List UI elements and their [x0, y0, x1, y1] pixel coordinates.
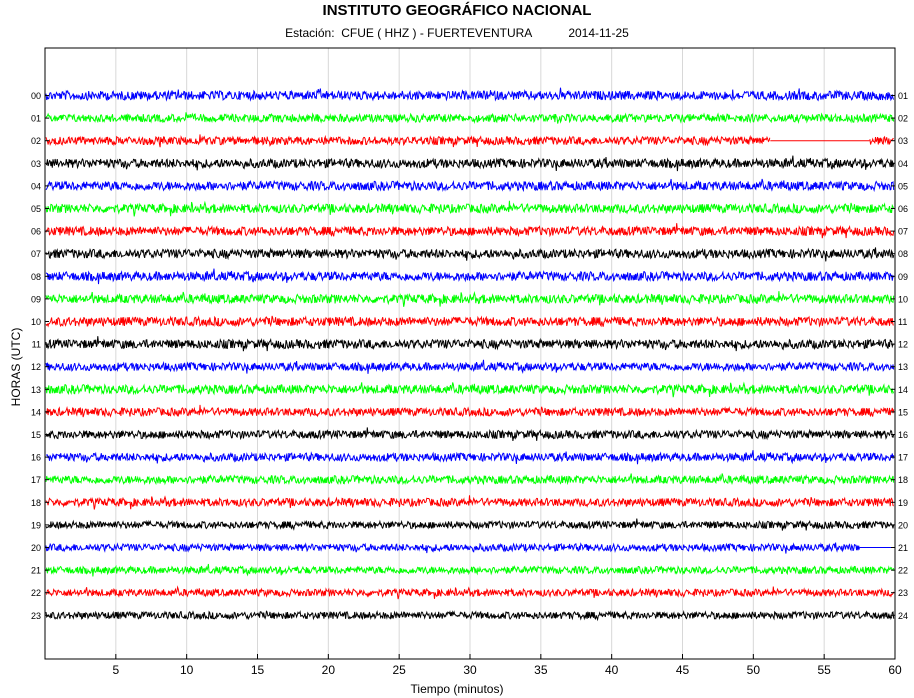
trace-hour-00	[45, 87, 895, 102]
trace-hour-16	[45, 450, 895, 465]
x-tick-label: 25	[392, 663, 406, 677]
y-tick-label-right: 21	[898, 543, 908, 553]
trace-hour-08	[45, 268, 895, 285]
x-tick-label: 40	[605, 663, 619, 677]
y-tick-label-left: 10	[31, 317, 41, 327]
y-tick-label-right: 14	[898, 385, 908, 395]
x-tick-label: 60	[888, 663, 902, 677]
trace-hour-21	[45, 563, 895, 577]
trace-hour-04	[45, 178, 895, 193]
y-tick-label-left: 04	[31, 181, 41, 191]
y-tick-label-right: 13	[898, 362, 908, 372]
y-tick-label-right: 04	[898, 159, 908, 169]
y-tick-label-left: 15	[31, 430, 41, 440]
y-tick-label-right: 16	[898, 430, 908, 440]
y-tick-label-right: 20	[898, 520, 908, 530]
y-tick-label-left: 02	[31, 136, 41, 146]
y-tick-label-left: 11	[32, 340, 41, 350]
trace-hour-18	[45, 495, 894, 510]
y-tick-label-left: 21	[31, 566, 41, 576]
y-tick-label-left: 01	[31, 114, 41, 124]
y-tick-label-left: 12	[31, 362, 41, 372]
y-tick-label-right: 23	[898, 588, 908, 598]
y-tick-label-left: 16	[31, 453, 41, 463]
y-tick-label-right: 03	[898, 136, 908, 146]
y-tick-label-left: 09	[31, 294, 41, 304]
y-tick-label-left: 23	[31, 611, 41, 621]
y-tick-label-left: 13	[31, 385, 41, 395]
y-tick-label-right: 06	[898, 204, 908, 214]
trace-hour-15	[45, 427, 895, 441]
y-tick-label-right: 08	[898, 249, 908, 259]
trace-hour-14	[45, 404, 895, 418]
trace-hour-01	[45, 112, 895, 125]
trace-hour-11	[45, 336, 895, 352]
y-tick-label-right: 01	[898, 91, 908, 101]
trace-hour-03	[45, 155, 895, 172]
trace-hour-22	[45, 585, 895, 600]
x-tick-label: 50	[747, 663, 761, 677]
y-tick-label-left: 08	[31, 272, 41, 282]
trace-hour-06	[45, 223, 895, 239]
subtitle-date: 2014-11-25	[568, 26, 629, 40]
x-tick-label: 10	[180, 663, 194, 677]
trace-hour-12	[45, 359, 895, 374]
y-tick-label-left: 22	[31, 588, 41, 598]
chart-subtitle: Estación: CFUE ( HHZ ) - FUERTEVENTURA 20…	[0, 26, 914, 40]
y-axis-ticks: 00 01 01 02 02 03 03 04 04 05 05 06 06 07 07 08 08 09 09 10…	[31, 91, 908, 621]
trace-hour-17	[45, 473, 895, 486]
seismic-traces	[45, 87, 895, 622]
trace-hour-20	[45, 542, 860, 554]
y-axis-label: HORAS (UTC)	[9, 327, 23, 407]
x-tick-label: 35	[534, 663, 548, 677]
y-tick-label-left: 07	[31, 249, 41, 259]
y-tick-label-right: 02	[898, 114, 908, 124]
y-tick-label-left: 18	[31, 498, 41, 508]
y-tick-label-left: 17	[31, 475, 41, 485]
trace-hour-19	[45, 518, 895, 531]
y-tick-label-left: 20	[31, 543, 41, 553]
x-tick-label: 45	[676, 663, 690, 677]
trace-hour-07	[45, 247, 895, 262]
y-tick-label-left: 19	[31, 520, 41, 530]
y-tick-label-right: 07	[898, 227, 908, 237]
x-axis-ticks: 5 10 15 20 25 30 35 40 45 50 55 60	[112, 654, 902, 677]
grid-lines	[115, 48, 825, 659]
y-tick-label-right: 12	[898, 340, 908, 350]
y-tick-label-left: 05	[31, 204, 41, 214]
trace-hour-13	[45, 381, 895, 398]
subtitle-station: Estación: CFUE ( HHZ ) - FUERTEVENTURA	[285, 26, 533, 40]
trace-hour-05	[45, 200, 895, 217]
y-tick-label-right: 22	[898, 566, 908, 576]
y-tick-label-right: 18	[898, 475, 908, 485]
y-tick-label-right: 05	[898, 181, 908, 191]
y-tick-label-right: 09	[898, 272, 908, 282]
x-tick-label: 20	[322, 663, 336, 677]
x-tick-label: 15	[251, 663, 265, 677]
y-tick-label-left: 00	[31, 91, 41, 101]
y-tick-label-left: 06	[31, 227, 41, 237]
x-tick-label: 5	[112, 663, 119, 677]
y-tick-label-left: 14	[31, 407, 41, 417]
x-tick-label: 55	[817, 663, 831, 677]
trace-hour-23	[45, 609, 895, 622]
trace-hour-02	[45, 134, 894, 148]
y-tick-label-right: 10	[898, 294, 908, 304]
y-tick-label-right: 19	[898, 498, 908, 508]
y-tick-label-right: 11	[898, 317, 907, 327]
x-tick-label: 30	[463, 663, 477, 677]
x-axis-label: Tiempo (minutos)	[410, 682, 504, 696]
trace-hour-09	[45, 291, 895, 307]
y-tick-label-right: 17	[898, 453, 908, 463]
chart-title: INSTITUTO GEOGRÁFICO NACIONAL	[322, 2, 592, 19]
y-tick-label-right: 15	[898, 407, 908, 417]
y-tick-label-left: 03	[31, 159, 41, 169]
y-tick-label-right: 24	[898, 611, 908, 621]
trace-hour-10	[45, 315, 894, 328]
